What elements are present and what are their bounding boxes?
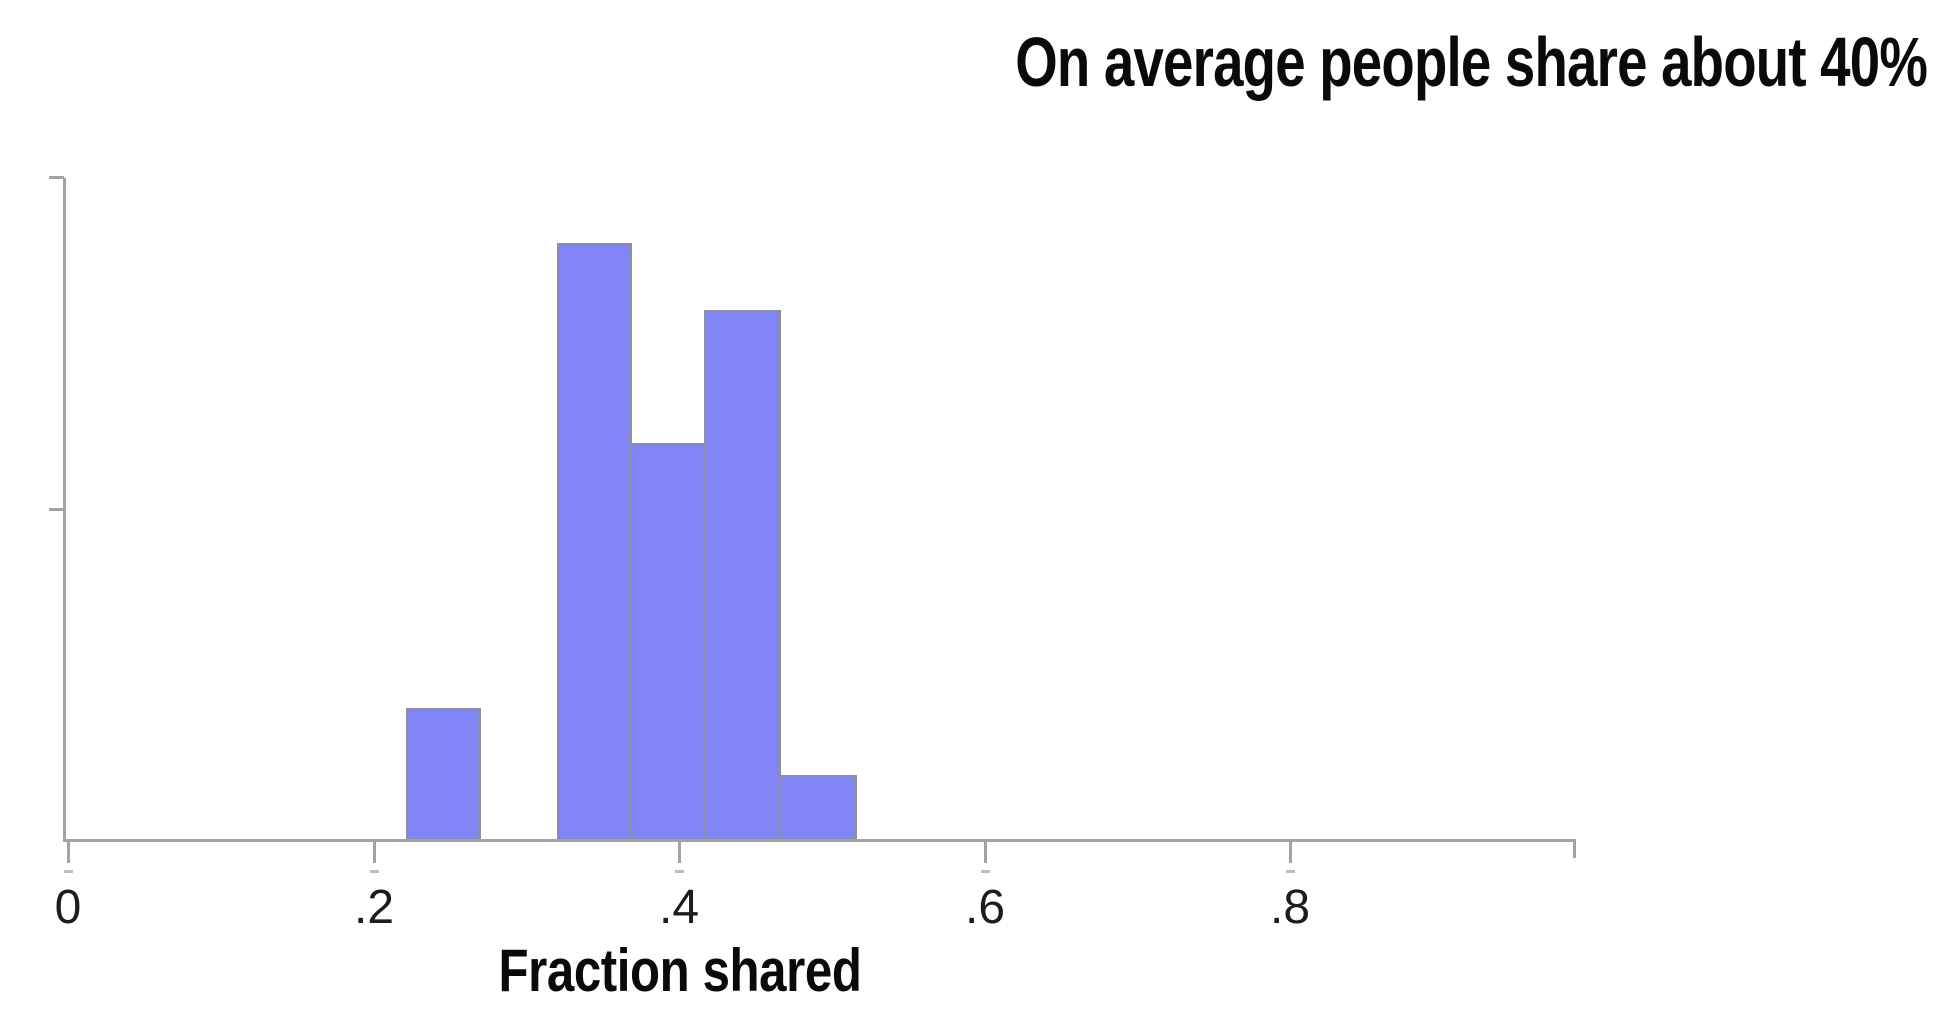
x-tick-label: .4 [658,881,700,934]
x-axis-tick [373,842,376,863]
histogram-bar [406,708,481,841]
histogram-bar [704,310,781,841]
x-tick-label: .8 [1269,881,1311,934]
x-tick-label: .2 [353,881,395,934]
x-axis-line [63,839,1576,842]
x-tick-label: .6 [964,881,1006,934]
chart-title: On average people share about 40% [1015,23,1928,101]
histogram-bar [557,243,632,841]
y-axis-line [63,178,66,842]
x-axis-minor-dash [1286,870,1295,873]
y-axis-tick [49,508,64,511]
x-axis-tick [984,842,987,863]
x-axis-title: Fraction shared [498,937,862,1004]
y-axis-tick [49,176,64,179]
histogram-bar [779,775,857,841]
x-axis-tick [678,842,681,863]
x-axis-minor-dash [64,870,73,873]
x-axis-tick [1289,842,1292,863]
x-axis-endcap [1573,841,1576,858]
x-axis-minor-dash [370,870,379,873]
x-tick-label: 0 [54,881,82,934]
x-axis-tick [67,842,70,863]
histogram-bar [630,443,707,841]
x-axis-minor-dash [981,870,990,873]
x-axis-minor-dash [675,870,684,873]
